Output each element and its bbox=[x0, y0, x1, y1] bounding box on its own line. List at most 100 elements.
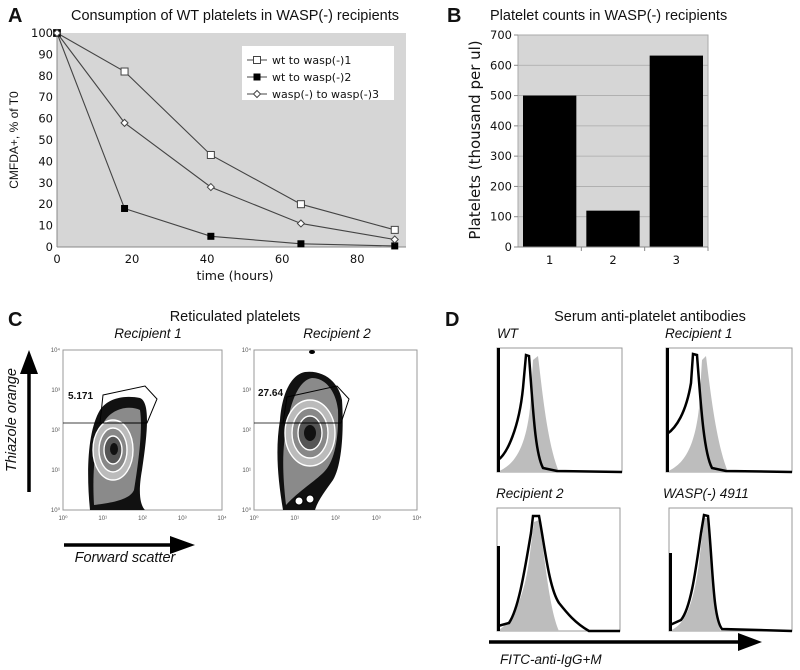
y-tick-label: 10¹ bbox=[51, 468, 60, 474]
chart-c-y-label: Thiazole orange bbox=[4, 368, 20, 472]
x-tick-label: 10⁴ bbox=[217, 515, 227, 522]
y-tick-label: 50 bbox=[38, 133, 53, 147]
data-point-series-2 bbox=[121, 204, 129, 212]
sample-histogram bbox=[497, 353, 623, 474]
y-tick-label: 10 bbox=[38, 219, 53, 233]
x-tick-label: 10³ bbox=[372, 516, 381, 522]
data-point-series-2 bbox=[391, 242, 399, 250]
y-tick-label: 90 bbox=[38, 47, 53, 61]
flow-plot-recipient-1: 5.171 bbox=[62, 349, 223, 511]
y-tick-label: 0 bbox=[46, 240, 53, 254]
panel-c: C Reticulated platelets Recipient 1 Reci… bbox=[4, 309, 422, 566]
panel-label-d: D bbox=[445, 309, 459, 331]
chart-a-x-label: time (hours) bbox=[196, 268, 273, 283]
chart-d-title: Serum anti-platelet antibodies bbox=[554, 309, 746, 325]
bar-2 bbox=[586, 210, 640, 247]
x-tick-label: 10⁴ bbox=[412, 515, 422, 522]
x-tick-label: 40 bbox=[200, 252, 215, 266]
gate-percent-recipient-1: 5.171 bbox=[68, 391, 93, 402]
legend-box bbox=[242, 46, 394, 100]
y-tick-label: 10⁰ bbox=[51, 507, 61, 514]
panel-label-b: B bbox=[447, 5, 461, 27]
y-tick-label: 20 bbox=[38, 197, 53, 211]
y-tick-label: 60 bbox=[38, 112, 53, 126]
x-axis-arrow bbox=[64, 536, 195, 554]
legend-label: wasp(-) to wasp(-)3 bbox=[272, 88, 379, 101]
x-tick-label: 3 bbox=[673, 253, 680, 267]
y-tick-label: 10² bbox=[51, 428, 60, 434]
x-tick-label: 10² bbox=[331, 516, 340, 522]
y-tick-label: 10¹ bbox=[242, 468, 251, 474]
y-tick-label: 30 bbox=[38, 176, 53, 190]
chart-a-title: Consumption of WT platelets in WASP(-) r… bbox=[71, 8, 399, 24]
gate-percent-recipient-2: 27.64 bbox=[258, 388, 283, 399]
x-tick-label: 0 bbox=[53, 252, 60, 266]
data-point-series-3 bbox=[52, 28, 62, 38]
histogram-wasp-4911 bbox=[668, 507, 793, 633]
y-tick-label: 0 bbox=[505, 240, 512, 254]
histogram-recipient-1 bbox=[665, 347, 793, 474]
x-tick-label: 10³ bbox=[178, 516, 187, 522]
panel-b: B Platelet counts in WASP(-) recipients … bbox=[447, 5, 727, 267]
panel-d: D Serum anti-platelet antibodies WT Reci… bbox=[445, 309, 793, 667]
x-tick-label: 20 bbox=[125, 252, 140, 266]
chart-a-y-label: CMFDA+, % of T0 bbox=[7, 91, 21, 189]
x-tick-label: 10¹ bbox=[98, 516, 107, 522]
x-tick-label: 2 bbox=[609, 253, 616, 267]
y-tick-label: 100 bbox=[490, 210, 512, 224]
bar-3 bbox=[649, 55, 703, 247]
legend-marker bbox=[253, 73, 261, 81]
y-tick-label: 70 bbox=[38, 90, 53, 104]
data-point-series-1 bbox=[120, 67, 129, 76]
y-tick-label: 40 bbox=[38, 154, 53, 168]
y-tick-label: 10⁴ bbox=[51, 347, 61, 354]
histogram-wt bbox=[496, 347, 623, 474]
legend-marker bbox=[252, 89, 262, 99]
histogram-recipient-2 bbox=[496, 507, 621, 633]
data-point-series-3 bbox=[206, 182, 216, 192]
gate-polygon bbox=[282, 385, 350, 424]
y-tick-label: 80 bbox=[38, 69, 53, 83]
control-histogram bbox=[497, 356, 559, 472]
chart-c-x-label: Forward scatter bbox=[75, 550, 177, 566]
x-tick-label: 60 bbox=[275, 252, 290, 266]
y-tick-label: 600 bbox=[490, 58, 512, 72]
x-tick-label: 10¹ bbox=[290, 516, 299, 522]
plot-title-recipient-1: Recipient 1 bbox=[114, 326, 182, 341]
flow-plot-recipient-2: 27.64 bbox=[253, 349, 418, 511]
panel-label-c: C bbox=[8, 309, 22, 331]
data-point-series-3 bbox=[120, 118, 129, 128]
fitc-axis-arrow bbox=[489, 633, 762, 651]
y-tick-label: 10⁴ bbox=[242, 347, 252, 354]
y-tick-label: 400 bbox=[490, 119, 512, 133]
x-tick-label: 10⁰ bbox=[58, 515, 68, 522]
hist-title-wasp-4911: WASP(-) 4911 bbox=[663, 486, 749, 501]
plot-title-recipient-2: Recipient 2 bbox=[303, 326, 371, 341]
chart-a-legend: wt to wasp(-)1 wt to wasp(-)2 wasp(-) to w… bbox=[242, 46, 394, 101]
x-tick-label: 10⁰ bbox=[249, 515, 259, 522]
y-tick-label: 300 bbox=[490, 149, 512, 163]
data-point-series-1 bbox=[390, 225, 399, 234]
y-tick-label: 10² bbox=[242, 428, 251, 434]
panel-label-a: A bbox=[8, 5, 22, 27]
y-tick-label: 10³ bbox=[51, 388, 60, 394]
data-point-series-2 bbox=[297, 240, 305, 248]
bar-1 bbox=[523, 95, 577, 247]
data-point-series-1 bbox=[206, 150, 215, 159]
chart-b-title: Platelet counts in WASP(-) recipients bbox=[490, 8, 727, 24]
x-tick-label: 10² bbox=[138, 516, 147, 522]
legend-marker bbox=[253, 56, 261, 64]
hist-title-wt: WT bbox=[497, 326, 520, 341]
gate-polygon bbox=[99, 385, 158, 424]
hist-title-recipient-1: Recipient 1 bbox=[665, 326, 733, 341]
chart-d-x-label: FITC-anti-IgG+M bbox=[500, 652, 602, 667]
chart-b-y-label: Platelets (thousand per ul) bbox=[466, 40, 484, 239]
data-point-series-2 bbox=[207, 232, 215, 240]
data-point-series-3 bbox=[390, 235, 399, 244]
y-tick-label: 200 bbox=[490, 179, 512, 193]
y-tick-label: 500 bbox=[490, 89, 512, 103]
panel-a: A Consumption of WT platelets in WASP(-)… bbox=[7, 5, 406, 283]
y-axis-arrow bbox=[20, 350, 38, 492]
